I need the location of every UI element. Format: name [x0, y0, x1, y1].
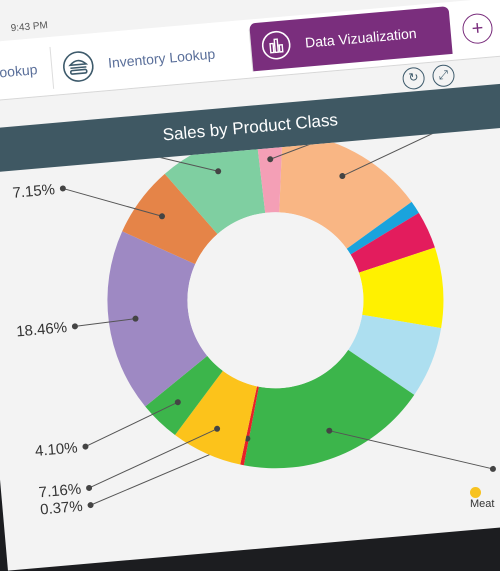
- leader-dot: [489, 465, 496, 472]
- legend-swatch: [470, 486, 481, 498]
- leader-dot: [339, 173, 346, 180]
- chart-legend: Meat: [470, 486, 500, 510]
- leader-dot: [267, 156, 274, 163]
- tab-data-vizualization[interactable]: Data Vizualization: [249, 6, 453, 72]
- leader-dot: [71, 323, 78, 330]
- slice-label: 4.10%: [34, 439, 78, 460]
- leader-line: [85, 401, 179, 448]
- refresh-icon[interactable]: ↻: [401, 66, 426, 91]
- slice-label: 18.46%: [16, 319, 68, 340]
- leader-line: [74, 318, 136, 327]
- leader-dot: [326, 427, 333, 434]
- tab-data-vizualization-label: Data Vizualization: [304, 24, 418, 51]
- donut-slice[interactable]: [141, 355, 228, 438]
- donut-slice[interactable]: [345, 308, 446, 400]
- donut-slice[interactable]: [101, 225, 211, 409]
- donut-slice[interactable]: [357, 247, 447, 335]
- donut-slice[interactable]: [272, 125, 415, 254]
- tab-lookup-label: ookup: [0, 61, 39, 81]
- leader-line: [88, 428, 218, 489]
- chart-title: Sales by Product Class: [161, 110, 339, 145]
- leader-dot: [174, 399, 181, 406]
- tab-inventory-lookup-label: Inventory Lookup: [107, 45, 216, 71]
- chart-area: 15.05%19.37%0.37%7.16%4.10%18.46%7.15%10…: [0, 125, 500, 570]
- leader-dot: [132, 315, 139, 322]
- add-button[interactable]: +: [461, 12, 494, 45]
- slice-label: 0.37%: [40, 498, 84, 519]
- donut-chart: 15.05%19.37%0.37%7.16%4.10%18.46%7.15%10…: [0, 125, 500, 519]
- leader-line: [270, 125, 460, 160]
- leader-dot: [86, 484, 93, 491]
- leader-line: [329, 430, 494, 470]
- leader-dot: [215, 168, 222, 175]
- slice-label: 7.16%: [38, 481, 82, 502]
- tab-bar: ookup Inventory Lookup: [0, 0, 500, 104]
- leader-dot: [59, 185, 66, 192]
- tab-lookup[interactable]: ookup: [0, 46, 55, 97]
- leader-dot: [82, 443, 89, 450]
- burger-icon: [61, 49, 97, 100]
- donut-hole: [187, 212, 364, 389]
- donut-slice[interactable]: [170, 368, 264, 470]
- slice-label: 7.15%: [12, 181, 56, 202]
- leader-dot: [159, 213, 166, 220]
- donut-slice[interactable]: [234, 386, 266, 466]
- expand-icon[interactable]: ⤢: [431, 63, 456, 88]
- donut-slice[interactable]: [347, 212, 436, 274]
- tab-inventory-lookup[interactable]: Inventory Lookup: [50, 29, 254, 89]
- donut-slice[interactable]: [162, 133, 267, 238]
- leader-dot: [87, 502, 94, 509]
- leader-dot: [214, 425, 221, 432]
- donut-slice[interactable]: [118, 170, 220, 270]
- donut-slice[interactable]: [235, 344, 420, 471]
- bar-chart-icon: [260, 29, 294, 80]
- donut-slice[interactable]: [343, 201, 422, 255]
- leader-line: [62, 187, 163, 217]
- donut-slice[interactable]: [255, 131, 290, 214]
